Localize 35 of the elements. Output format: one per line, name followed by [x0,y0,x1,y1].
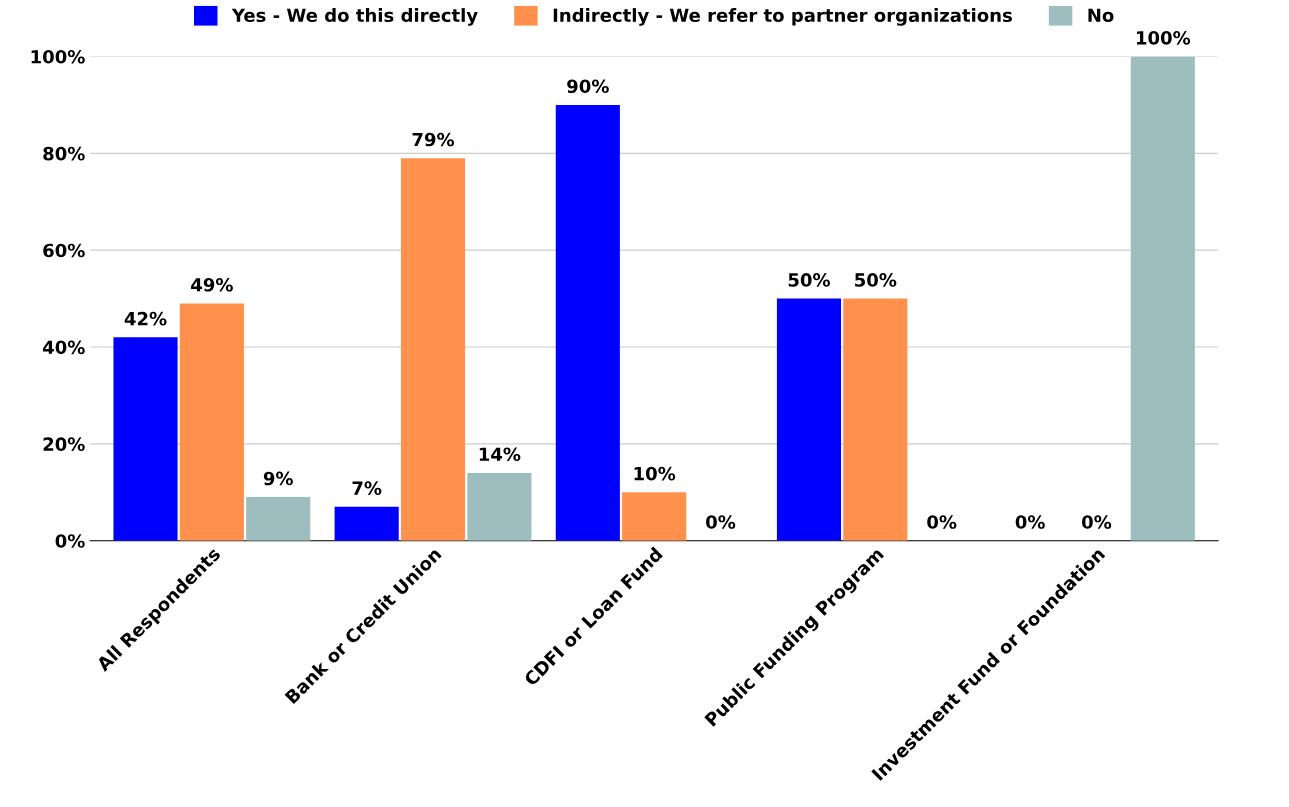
bar [1130,56,1195,541]
y-tick-label: 40% [42,340,85,355]
bar [555,104,620,541]
y-tick-label: 20% [43,437,85,451]
y-tick-label: 100% [31,49,85,64]
bar [334,506,399,541]
bar [467,472,532,541]
y-tick-label: 80% [43,146,85,161]
bar [113,337,178,541]
bar [622,492,687,541]
text: 79% [412,132,455,147]
legend-label: No [1088,8,1114,23]
text: 0% [706,515,736,529]
text: 50% [855,273,897,287]
text: 49% [191,277,233,292]
text: 42% [124,311,167,326]
text: 100% [1136,31,1191,45]
text: 90% [567,79,609,94]
text: 9% [263,471,293,486]
bar [179,303,244,541]
bar [246,497,311,541]
text: 7% [352,481,382,495]
legend-label: Yes - We do this directly [231,8,478,26]
bar [776,298,842,541]
text: 50% [788,273,831,287]
bar [843,298,908,541]
legend-label: Indirectly - We refer to partner organizations [553,8,1012,26]
text: 0% [1015,515,1045,529]
y-tick-label: 0% [55,534,85,548]
text: 10% [634,466,676,481]
bar [400,158,466,541]
y-tick-label: 60% [43,243,85,258]
text: 0% [927,515,957,529]
text: 0% [1082,515,1112,529]
text: 14% [479,447,521,462]
